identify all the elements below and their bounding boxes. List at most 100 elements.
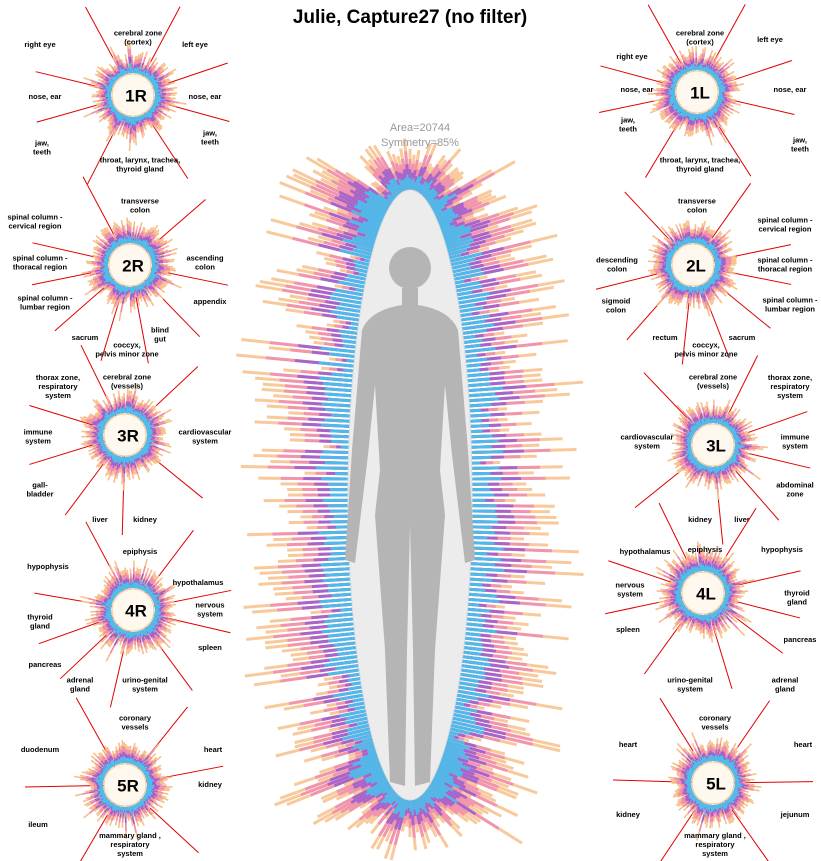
aura-ray — [339, 248, 372, 260]
glow-ray — [151, 266, 159, 269]
glow-ray — [150, 254, 156, 258]
glow-ray — [104, 260, 109, 264]
zone-label: system — [117, 849, 143, 858]
zone-label: thyroid — [27, 612, 53, 621]
glow-ray — [151, 105, 159, 111]
aura-ray — [433, 209, 443, 216]
aura-ray — [465, 353, 478, 359]
aura-ray — [339, 709, 367, 718]
glow-ray — [109, 82, 114, 86]
glow-ray — [111, 241, 118, 248]
aura-ray — [457, 296, 488, 305]
glow-ray — [140, 239, 145, 247]
aura-ray — [321, 423, 350, 428]
glow-ray — [114, 282, 118, 286]
aura-ray — [346, 723, 370, 732]
aura-ray — [430, 193, 458, 210]
aura-ray — [440, 757, 471, 771]
zone-label: coccyx, — [113, 340, 141, 349]
zone-label: right eye — [24, 40, 55, 49]
glow-ray — [138, 284, 143, 290]
zone-label: appendix — [194, 297, 228, 306]
aura-ray — [324, 418, 350, 423]
aura-ray — [465, 357, 488, 363]
glow-ray — [116, 113, 123, 123]
glow-ray — [128, 63, 132, 74]
aura-ray — [428, 198, 439, 207]
zone-label: epiphysis — [123, 547, 158, 556]
aura-ray — [345, 712, 368, 721]
glow-ray — [149, 76, 155, 82]
glow-ray — [150, 254, 160, 259]
aura-ray — [465, 627, 497, 634]
aura-ray — [425, 788, 440, 801]
aura-ray — [327, 587, 352, 593]
glow-ray — [115, 112, 121, 118]
aura-ray — [348, 762, 382, 778]
aura-ray — [422, 187, 436, 199]
silhouette-body — [345, 288, 475, 786]
aura-ray — [352, 697, 365, 703]
glow-ray — [149, 108, 155, 113]
aura-ray — [460, 668, 486, 675]
aura-ray — [466, 363, 482, 368]
glow-ray — [103, 276, 113, 284]
glow-ray — [139, 71, 143, 75]
glow-ray — [149, 251, 156, 256]
aura-ray — [330, 309, 361, 318]
aura-ray — [449, 252, 483, 263]
aura-ray — [329, 655, 358, 662]
glow-ray — [109, 76, 117, 82]
aura-ray — [457, 685, 476, 692]
zone-label: pelvis minor zone — [95, 349, 158, 358]
inner-ring — [111, 73, 155, 117]
glow-ray — [108, 102, 113, 106]
glow-ray — [145, 112, 152, 119]
aura-ray — [439, 760, 462, 771]
aura-ray — [331, 439, 349, 444]
aura-ray — [352, 740, 374, 750]
glow-ray — [149, 274, 156, 279]
aura-ray — [331, 413, 351, 418]
zone-label: gall- — [32, 480, 48, 489]
zone-label: system — [25, 436, 51, 445]
glow-ray — [108, 84, 113, 88]
aura-ray — [364, 234, 377, 241]
glow-ray — [114, 110, 119, 115]
glow-ray — [151, 104, 156, 109]
zone-label: gland — [30, 621, 50, 630]
glow-ray — [146, 246, 152, 252]
glow-ray — [108, 79, 115, 85]
glow-ray — [139, 240, 144, 246]
glow-ray — [108, 98, 112, 101]
silhouette-head — [389, 247, 431, 289]
glow-ray — [103, 266, 109, 270]
glow-ray — [117, 239, 122, 246]
aura-ray — [424, 789, 435, 800]
glow-ray — [151, 269, 158, 273]
aura-ray — [360, 757, 380, 768]
glow-ray — [148, 248, 157, 255]
glow-ray — [111, 76, 117, 82]
glow-ray — [152, 83, 159, 87]
zone-label: cervical region — [9, 221, 62, 230]
glow-ray — [154, 99, 162, 103]
aura-ray — [421, 792, 435, 805]
glow-ray — [116, 242, 120, 247]
aura-ray — [331, 292, 363, 301]
aura-ray — [365, 780, 390, 796]
aura-ray — [469, 413, 491, 418]
glow-ray — [152, 82, 157, 86]
aura-ray — [461, 664, 485, 671]
aura-ray — [452, 268, 482, 278]
aura-ray — [450, 723, 484, 735]
aura-ray — [463, 646, 484, 652]
aura-ray — [335, 288, 364, 297]
aura-ray — [362, 220, 381, 230]
aura-ray — [373, 783, 392, 797]
aura-ray — [450, 257, 476, 267]
aura-ray — [318, 530, 349, 535]
aura-ray — [323, 659, 359, 668]
aura-ray — [368, 195, 390, 210]
